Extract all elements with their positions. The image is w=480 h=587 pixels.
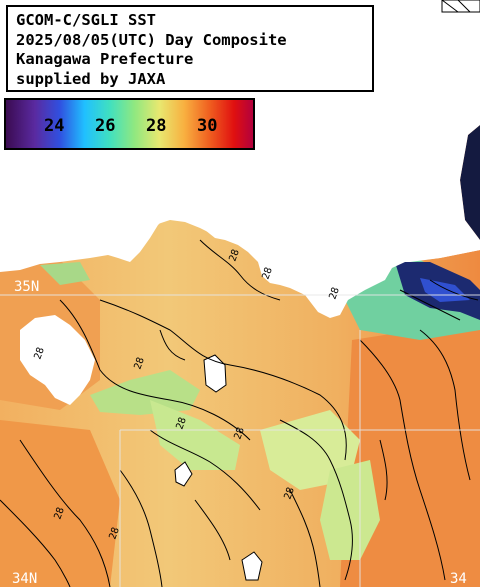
lat-label-34n: 34N: [12, 571, 37, 587]
contour-label: 28: [132, 356, 146, 371]
info-supplier: supplied by JAXA: [16, 69, 166, 88]
info-box: GCOM-C/SGLI SST 2025/08/05(UTC) Day Comp…: [6, 5, 374, 92]
colorbar: [4, 98, 255, 150]
cool-sea-upper-left: [40, 262, 90, 285]
cool-sea-patch-4: [320, 460, 380, 560]
lon-label-34: 34: [450, 571, 467, 587]
colorbar-tick-30: 30: [197, 116, 218, 136]
info-region: Kanagawa Prefecture: [16, 50, 194, 68]
island-1: [203, 354, 227, 393]
contours: [0, 239, 479, 587]
cold-pocket-ne-2: [420, 278, 470, 302]
info-date: 2025/08/05(UTC) Day Composite: [16, 30, 287, 49]
contour-label: 28: [107, 526, 121, 541]
warm-sea-southwest: [0, 420, 120, 587]
land-boso: [20, 315, 95, 405]
cool-sea-patch-1: [90, 370, 200, 415]
contour-label: 28: [227, 248, 241, 263]
land-miura: [258, 98, 362, 280]
colorbar-tick-26: 26: [95, 116, 116, 136]
contour-label: 28: [232, 426, 246, 441]
land-upper-right: [330, 90, 480, 262]
island-2: [174, 461, 193, 487]
contour-label: 28: [260, 266, 274, 281]
contour-label: 28: [327, 286, 341, 301]
colorbar-tick-28: 28: [146, 116, 167, 136]
contour-label: 28: [174, 416, 188, 431]
info-title: GCOM-C/SGLI SST: [16, 11, 156, 29]
cool-sea-patch-2: [150, 400, 240, 470]
corner-mark: [441, 0, 480, 13]
land-bay: [128, 195, 250, 250]
colorbar-tick-24: 24: [44, 116, 65, 136]
contour-label: 28: [32, 346, 46, 361]
graticule: [0, 294, 480, 587]
cold-pocket-ne-3: [460, 125, 480, 240]
contour-label: 28: [52, 506, 66, 521]
lat-label-35n: 35N: [14, 279, 39, 295]
contour-label: 28: [282, 486, 296, 501]
island-3: [241, 551, 263, 581]
